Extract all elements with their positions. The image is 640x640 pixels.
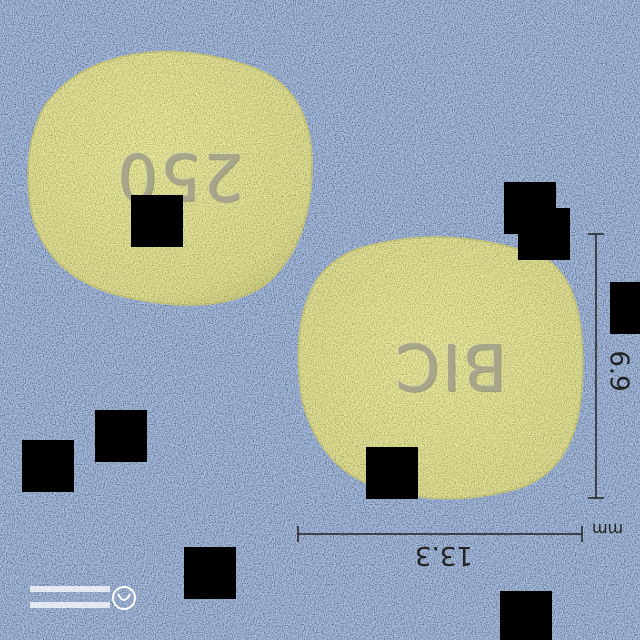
width-label: 13.3 [415,540,473,570]
height-label: 6.9 [604,350,634,391]
redaction-block [22,440,74,492]
redaction-block [610,282,640,334]
redaction-block [366,447,418,499]
redaction-block [500,591,552,640]
unit-label: mm [592,520,623,539]
tablet-2-imprint: BIC [393,328,506,402]
redaction-block [131,195,183,247]
redaction-block [184,547,236,599]
redaction-block [518,208,570,260]
redaction-block [95,410,147,462]
